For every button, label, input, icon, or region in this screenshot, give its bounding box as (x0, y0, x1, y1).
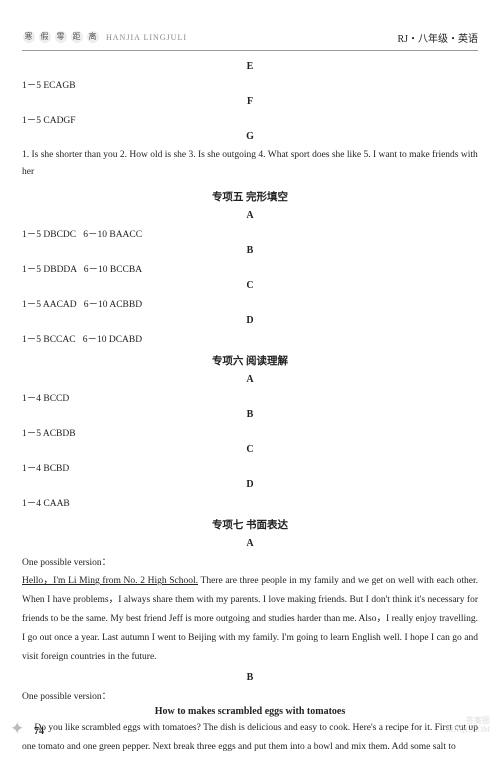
label-5c: C (22, 280, 478, 291)
answer-6a: 1－4 BCCD (22, 390, 478, 404)
label-e: E (22, 61, 478, 72)
answer-5c: 1－5 AACAD 6－10 ACBBD (22, 296, 478, 310)
label-5b: B (22, 245, 478, 256)
section7-title: 专项七 书面表达 (22, 517, 478, 532)
section6-title: 专项六 阅读理解 (22, 353, 478, 368)
answer-5b: 1－5 DBDDA 6－10 BCCBA (22, 261, 478, 275)
header-pinyin: HANJIA LINGJULI (106, 33, 187, 42)
label-f: F (22, 96, 478, 107)
label-6d: D (22, 479, 478, 490)
lead-7a: One possible version： (22, 554, 478, 568)
essay-7a-opening: Hello，I'm Li Ming from No. 2 High School… (22, 576, 198, 586)
questions-g: 1. Is she shorter than you 2. How old is… (22, 147, 478, 181)
label-5d: D (22, 315, 478, 326)
label-6a: A (22, 374, 478, 385)
answer-5d: 1－5 BCCAC 6－10 DCABD (22, 331, 478, 345)
header-divider (22, 50, 478, 51)
page-number: 74 (34, 726, 44, 737)
header-char: 距 (71, 31, 83, 43)
answer-6d: 1－4 CAAB (22, 495, 478, 509)
answer-f: 1－5 CADGF (22, 112, 478, 126)
header-left: 寒 假 零 距 离 HANJIA LINGJULI (22, 31, 187, 43)
answer-e: 1－5 ECAGB (22, 77, 478, 91)
header-right: RJ・八年级・英语 (397, 30, 478, 45)
label-6b: B (22, 409, 478, 420)
label-6c: C (22, 444, 478, 455)
header-char: 零 (55, 31, 67, 43)
header-char: 假 (39, 31, 51, 43)
answer-6b: 1－5 ACBDB (22, 425, 478, 439)
header-char: 寒 (23, 31, 35, 43)
answer-5a: 1－5 DBCDC 6－10 BAACC (22, 226, 478, 240)
essay-7b-body: Do you like scrambled eggs with tomatoes… (22, 719, 478, 757)
section5-title: 专项五 完形填空 (22, 189, 478, 204)
label-7b: B (22, 672, 478, 683)
page-header: 寒 假 零 距 离 HANJIA LINGJULI RJ・八年级・英语 (22, 28, 478, 46)
answer-6c: 1－4 BCBD (22, 460, 478, 474)
essay-7b: Do you like scrambled eggs with tomatoes… (22, 719, 478, 757)
essay-7a: Hello，I'm Li Ming from No. 2 High School… (22, 572, 478, 667)
essay-7a-body: There are three people in my family and … (22, 576, 478, 662)
label-g: G (22, 131, 478, 142)
label-5a: A (22, 210, 478, 221)
header-char: 离 (87, 31, 99, 43)
lead-7b: One possible version： (22, 688, 478, 702)
essay-7b-title: How to makes scrambled eggs with tomatoe… (22, 706, 478, 717)
label-7a: A (22, 538, 478, 549)
